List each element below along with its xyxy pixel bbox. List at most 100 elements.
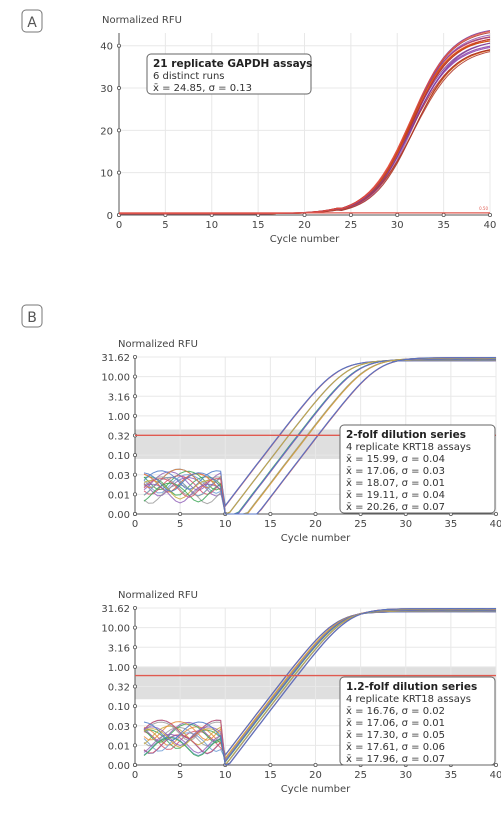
y-tick-mark: [132, 723, 137, 728]
y-tick-label: 1.00: [108, 663, 130, 674]
annotation-box: [339, 424, 496, 514]
x-tick-mark: [268, 763, 273, 768]
x-tick-mark: [178, 763, 183, 768]
x-tick-mark: [313, 763, 318, 768]
x-tick-mark: [395, 212, 400, 217]
x-tick-label: 20: [309, 770, 322, 781]
x-axis-label: Cycle number: [270, 234, 340, 245]
x-tick-label: 15: [252, 220, 265, 231]
amplification-curve: [143, 356, 497, 515]
threshold-label: 0.50: [479, 206, 488, 211]
x-tick-label: 30: [399, 770, 412, 781]
y-tick-mark: [117, 86, 122, 91]
y-tick-mark: [117, 128, 122, 133]
annotation-line: 6 distinct runs: [153, 71, 225, 82]
y-tick-mark: [132, 684, 137, 689]
x-tick-label: 15: [264, 519, 277, 530]
x-tick-label: 5: [162, 220, 168, 231]
y-tick-mark: [132, 413, 137, 418]
y-tick-label: 30: [100, 84, 113, 95]
annotation-line: x̄ = 17.61, σ = 0.06: [346, 742, 445, 753]
y-tick-label: 0.03: [108, 722, 130, 733]
x-tick-mark: [487, 212, 492, 217]
y-tick-label: 0.32: [108, 683, 130, 694]
y-tick-label: 10: [100, 169, 113, 180]
amplification-curve: [143, 607, 497, 766]
annotation-box: [146, 53, 312, 95]
y-tick-label: 31.62: [101, 604, 130, 615]
annotation-line: x̄ = 16.76, σ = 0.02: [346, 706, 445, 717]
x-axis-label: Cycle number: [281, 784, 351, 795]
y-tick-label: 3.16: [108, 643, 130, 654]
y-tick-mark: [132, 664, 137, 669]
y-tick-label: 0.10: [108, 702, 130, 713]
annotation-line: x̄ = 17.96, σ = 0.07: [346, 754, 445, 765]
y-tick-mark: [132, 743, 137, 748]
x-tick-label: 10: [219, 770, 232, 781]
x-tick-mark: [313, 512, 318, 517]
y-tick-label: 0.32: [108, 432, 130, 443]
x-tick-mark: [302, 212, 307, 217]
x-tick-mark: [441, 212, 446, 217]
amplification-curve: [143, 608, 496, 767]
x-tick-label: 40: [490, 770, 501, 781]
y-tick-mark: [132, 512, 137, 517]
x-tick-label: 0: [116, 220, 122, 231]
y-tick-label: 31.62: [101, 353, 130, 364]
y-tick-mark: [132, 453, 137, 458]
x-tick-label: 5: [177, 519, 183, 530]
y-tick-label: 10.00: [101, 373, 130, 384]
y-tick-mark: [132, 763, 137, 768]
x-tick-label: 10: [205, 220, 218, 231]
x-tick-label: 15: [264, 770, 277, 781]
x-tick-label: 40: [490, 519, 501, 530]
annotation-box: [339, 676, 496, 766]
y-tick-mark: [132, 704, 137, 709]
y-tick-mark: [132, 625, 137, 630]
x-tick-label: 0: [132, 519, 138, 530]
x-tick-label: 25: [354, 770, 367, 781]
y-axis-label: Normalized RFU: [118, 339, 198, 350]
panel-badge-a: A: [21, 9, 43, 33]
x-axis-label: Cycle number: [281, 533, 351, 544]
x-tick-mark: [348, 212, 353, 217]
x-tick-label: 30: [391, 220, 404, 231]
x-tick-mark: [493, 512, 498, 517]
annotation-line: x̄ = 20.26, σ = 0.07: [346, 502, 445, 513]
x-tick-label: 25: [345, 220, 358, 231]
x-tick-label: 35: [445, 770, 458, 781]
amplification-curve: [143, 357, 497, 515]
amplification-curve: [143, 610, 496, 760]
y-tick-label: 0.01: [108, 741, 130, 752]
annotation-line: 4 replicate KRT18 assays: [346, 442, 471, 453]
x-tick-label: 20: [309, 519, 322, 530]
annotation-line: x̄ = 19.11, σ = 0.04: [346, 490, 445, 501]
y-tick-mark: [132, 374, 137, 379]
annotation-line: 4 replicate KRT18 assays: [346, 694, 471, 705]
y-tick-label: 1.00: [108, 412, 130, 423]
y-tick-mark: [132, 492, 137, 497]
y-tick-label: 0.01: [108, 490, 130, 501]
annotation-line: x̄ = 24.85, σ = 0.13: [153, 83, 252, 94]
y-tick-mark: [132, 606, 137, 611]
y-tick-mark: [132, 394, 137, 399]
amplification-curve: [143, 358, 497, 515]
x-tick-label: 0: [132, 770, 138, 781]
x-tick-label: 35: [445, 519, 458, 530]
panel-letter-b: B: [27, 310, 37, 326]
chart-1p2fold-dilution: 0 5 10 15 20 25 30 35 40 Cycle number Normalized R…: [101, 590, 501, 795]
y-tick-label: 20: [100, 126, 113, 137]
annotation-line: x̄ = 17.06, σ = 0.01: [346, 718, 445, 729]
y-tick-mark: [132, 472, 137, 477]
y-tick-label: 0.10: [108, 451, 130, 462]
annotation-title: 1.2-folf dilution series: [346, 681, 477, 693]
y-axis-label: Normalized RFU: [118, 590, 198, 601]
y-tick-mark: [132, 354, 137, 359]
x-tick-label: 40: [484, 220, 497, 231]
y-axis-label: Normalized RFU: [102, 15, 182, 26]
annotation-line: x̄ = 15.99, σ = 0.04: [346, 454, 445, 465]
annotation-title: 2-folf dilution series: [346, 429, 466, 441]
y-tick-mark: [117, 170, 122, 175]
x-tick-label: 25: [354, 519, 367, 530]
